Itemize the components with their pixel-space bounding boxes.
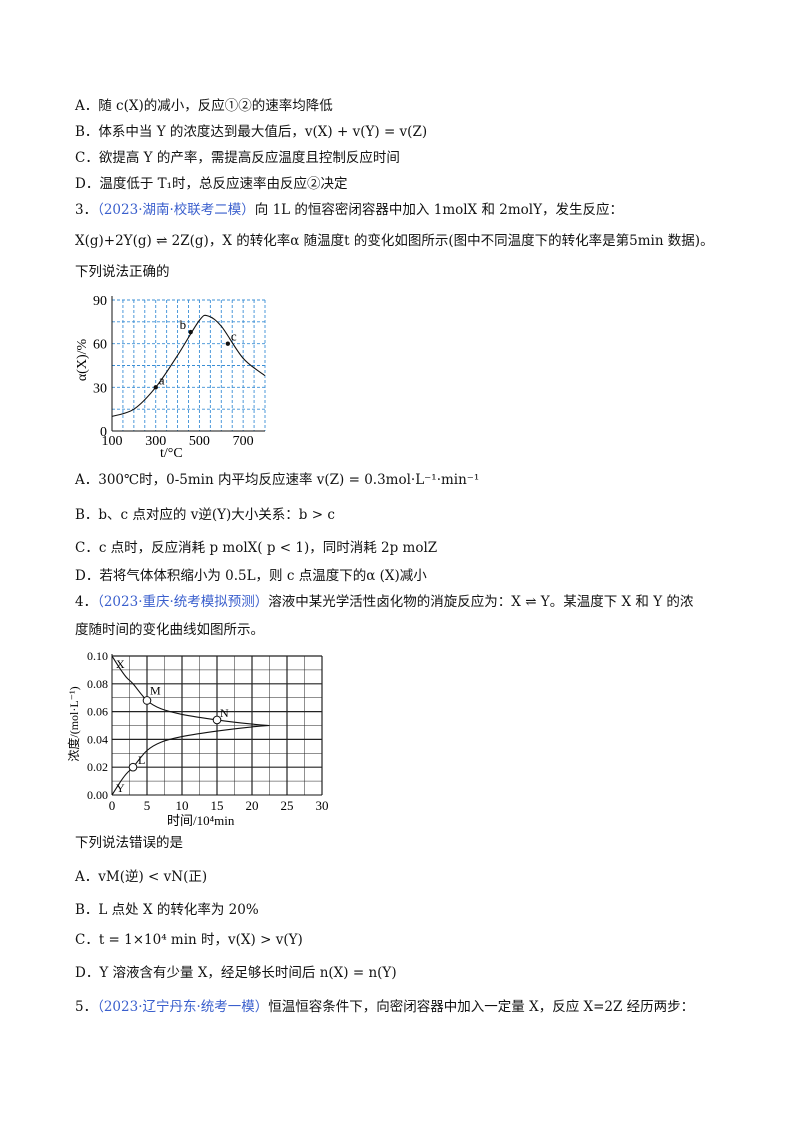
- chart2-y-tick-label: 0.08: [87, 677, 108, 691]
- chart1-x-tick-label: 100: [102, 434, 123, 449]
- chart2-series-X: [111, 655, 270, 727]
- chart1-x-tick-label: 700: [233, 434, 254, 449]
- chart2-point-M: [142, 696, 152, 705]
- chart2-y-tick-label: 0.04: [87, 732, 108, 746]
- chart2-x-axis-label: 时间/10⁴min: [167, 813, 235, 828]
- chart2-series-label-X: X: [116, 657, 125, 671]
- q4-stem-line1: 4．（2023·重庆·统考模拟预测）溶液中某光学活性卤化物的消旋反应为：X ⇌ …: [75, 592, 693, 612]
- chart2-point-L: [128, 762, 138, 772]
- q4-number: 4．: [75, 594, 98, 610]
- q5-number: 5．: [75, 999, 98, 1015]
- q3-stem-text: 向 1L 的恒容密闭容器中加入 1molX 和 2molY，发生反应：: [254, 202, 624, 218]
- q2-option-b: B．体系中当 Y 的浓度达到最大值后，v(X) + v(Y) = v(Z): [75, 124, 428, 140]
- chart1-point-label-c: c: [231, 329, 237, 344]
- chart1-y-axis-label: α(X)/%: [75, 339, 90, 382]
- q4-option-c: C．t = 1×10⁴ min 时，v(X) > v(Y): [75, 932, 303, 948]
- q5-source: （2023·辽宁丹东·统考一模）: [97, 999, 269, 1015]
- chart2-x-tick-label: 25: [281, 798, 294, 813]
- chart2-x-tick-label: 10: [176, 798, 189, 813]
- q2-option-d: D．温度低于 T₁时，总反应速率由反应②决定: [75, 176, 348, 192]
- q3-stem-line3: 下列说法正确的: [75, 264, 170, 280]
- q3-source: （2023·湖南·校联考二模）: [97, 202, 255, 218]
- q4-option-d: D．Y 溶液含有少量 X，经足够长时间后 n(X) = n(Y): [75, 965, 397, 981]
- q3-stem-line2: X(g)+2Y(g) ⇌ 2Z(g)，X 的转化率α 随温度t 的变化如图所示(…: [75, 233, 714, 249]
- chart1-point-label-b: b: [180, 317, 187, 332]
- q4-stem-line2: 度随时间的变化曲线如图所示。: [75, 622, 264, 638]
- chart2-y-axis-label: 浓度/(mol·L⁻¹): [66, 686, 81, 761]
- chart2-x-tick-label: 20: [246, 798, 259, 813]
- chart2-y-tick-label: 0.10: [87, 649, 108, 663]
- q2-option-a: A．随 c(X)的减小，反应①②的速率均降低: [75, 98, 333, 114]
- q4-option-b: B．L 点处 X 的转化率为 20%: [75, 902, 259, 918]
- chart2-y-tick-label: 0.00: [87, 788, 108, 802]
- q3-number: 3．: [75, 202, 98, 218]
- chart2-grid: [112, 655, 323, 795]
- q4-option-a: A．vM(逆) < vN(正): [75, 869, 208, 885]
- q4-stem-text: 溶液中某光学活性卤化物的消旋反应为：X ⇌ Y。某温度下 X 和 Y 的浓: [268, 594, 694, 610]
- q3-stem-line1: 3．（2023·湖南·校联考二模）向 1L 的恒容密闭容器中加入 1molX 和…: [75, 200, 623, 220]
- chart1-y-tick-label: 90: [93, 294, 107, 309]
- q4-source: （2023·重庆·统考模拟预测）: [97, 594, 269, 610]
- chart2-point-label-L: L: [138, 753, 145, 767]
- chart1-point-a: [153, 385, 158, 390]
- chart1-x-tick-label: 500: [189, 434, 210, 449]
- chart2-x-tick-label: 30: [316, 798, 329, 813]
- chart2-y-tick-label: 0.06: [87, 705, 108, 719]
- chart2-point-label-M: M: [150, 683, 161, 697]
- chart2-series-label-Y: Y: [116, 781, 125, 795]
- chart1-x-axis-label: t/°C: [160, 446, 183, 461]
- q3-option-a: A．300℃时，0-5min 内平均反应速率 v(Z) = 0.3mol·L⁻¹…: [75, 472, 480, 488]
- q5-stem: 5．（2023·辽宁丹东·统考一模）恒温恒容条件下，向密闭容器中加入一定量 X，…: [75, 997, 694, 1017]
- chart2-x-tick-label: 0: [109, 798, 116, 813]
- chart1-y-tick-label: 30: [93, 381, 107, 396]
- chart1-y-tick-label: 0: [100, 425, 107, 440]
- chart1-y-tick-label: 60: [93, 338, 107, 353]
- q3-option-d: D．若将气体体积缩小为 0.5L，则 c 点温度下的α (X)减小: [75, 568, 427, 584]
- chart1-point-label-a: a: [159, 372, 165, 387]
- chart2-y-tick-label: 0.02: [87, 760, 108, 774]
- chart1-grid: [112, 299, 266, 431]
- chart1-point-c: [225, 341, 231, 346]
- chart-alpha-vs-temperature: 100 300 500 700 0 30 60 90 a b c t/°C α(X)/%: [75, 294, 266, 461]
- q2-option-c: C．欲提高 Y 的产率，需提高反应温度且控制反应时间: [75, 150, 400, 166]
- q3-option-b: B．b、c 点对应的 v逆(Y)大小关系：b > c: [75, 507, 335, 523]
- chart2-series-Y: [111, 724, 270, 796]
- chart1-series-line: [111, 314, 266, 417]
- chart1-x-tick-label: 300: [145, 434, 166, 449]
- q3-option-c: C．c 点时，反应消耗 p molX( p < 1)，同时消耗 2p molZ: [75, 540, 438, 556]
- chart2-x-tick-label: 15: [211, 798, 224, 813]
- q5-stem-text: 恒温恒容条件下，向密闭容器中加入一定量 X，反应 X=2Z 经历两步：: [268, 999, 695, 1015]
- chart2-point-label-N: N: [220, 706, 229, 720]
- chart-concentration-vs-time: XY 0 5 10 15 20 25 300.000.020.040.060.080.10 …: [66, 649, 329, 828]
- chart1-point-b: [188, 329, 193, 335]
- chart2-x-tick-label: 5: [144, 798, 151, 813]
- q4-stem-line3: 下列说法错误的是: [75, 835, 183, 851]
- chart2-point-N: [212, 715, 222, 725]
